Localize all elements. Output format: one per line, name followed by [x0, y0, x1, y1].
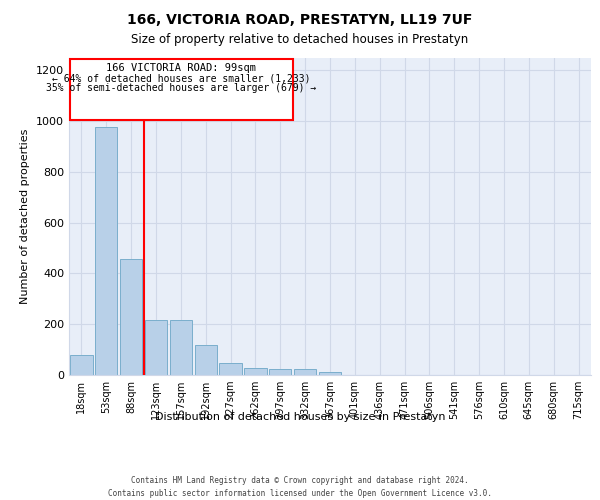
Bar — [269, 370, 292, 375]
Bar — [294, 370, 316, 375]
Bar — [220, 363, 242, 375]
FancyBboxPatch shape — [70, 59, 293, 120]
Text: 166, VICTORIA ROAD, PRESTATYN, LL19 7UF: 166, VICTORIA ROAD, PRESTATYN, LL19 7UF — [127, 12, 473, 26]
Y-axis label: Number of detached properties: Number of detached properties — [20, 128, 31, 304]
Text: Contains HM Land Registry data © Crown copyright and database right 2024.
Contai: Contains HM Land Registry data © Crown c… — [108, 476, 492, 498]
Bar — [70, 354, 92, 375]
Bar — [194, 344, 217, 375]
Bar — [319, 372, 341, 375]
Text: Distribution of detached houses by size in Prestatyn: Distribution of detached houses by size … — [155, 412, 445, 422]
Bar — [244, 368, 266, 375]
Text: 166 VICTORIA ROAD: 99sqm: 166 VICTORIA ROAD: 99sqm — [106, 63, 256, 73]
Bar — [170, 320, 192, 375]
Bar — [120, 260, 142, 375]
Text: Size of property relative to detached houses in Prestatyn: Size of property relative to detached ho… — [131, 32, 469, 46]
Text: ← 64% of detached houses are smaller (1,233): ← 64% of detached houses are smaller (1,… — [52, 73, 311, 83]
Text: 35% of semi-detached houses are larger (679) →: 35% of semi-detached houses are larger (… — [46, 84, 317, 94]
Bar — [95, 128, 118, 375]
Bar — [145, 320, 167, 375]
